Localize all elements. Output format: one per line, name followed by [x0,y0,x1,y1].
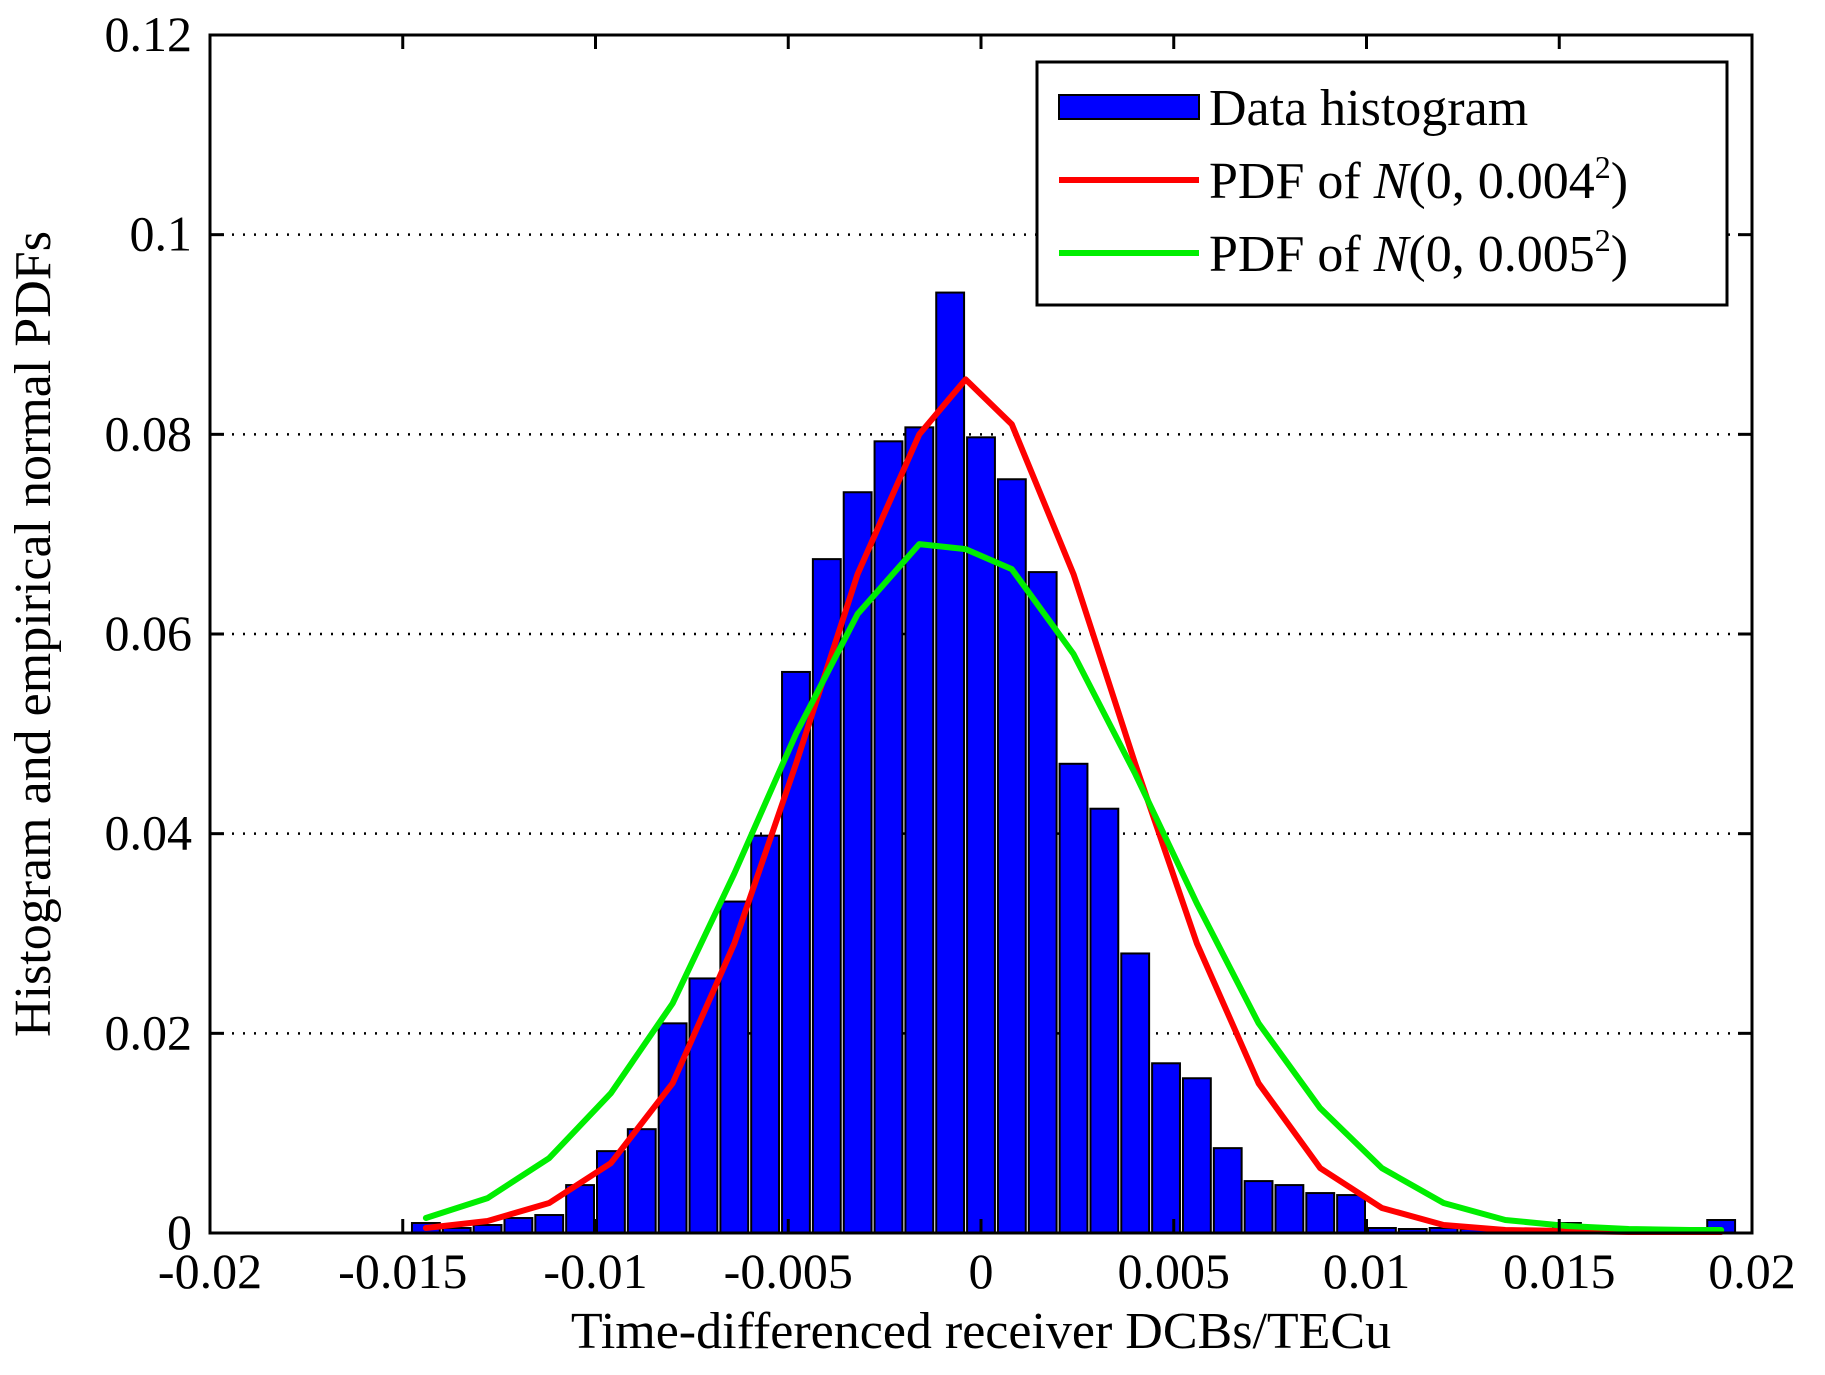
x-tick-label: 0.005 [1118,1243,1231,1299]
histogram-bar [966,436,996,1235]
legend-green-mid: (0, 0.005 [1408,226,1594,283]
histogram-bar [1212,1147,1243,1235]
pdf-curve-red [422,376,1725,1235]
legend-green-prefix: PDF of [1209,226,1374,283]
histogram-bar [1336,1194,1367,1235]
legend-red-mid: (0, 0.004 [1408,153,1594,210]
histogram-bar [1305,1192,1336,1234]
y-tick-label: 0.02 [105,1004,193,1060]
y-tick-label: 0.1 [130,206,193,262]
y-tick-label: 0.08 [105,405,193,461]
histogram-bar [873,440,904,1234]
x-tick-label: 0.015 [1503,1243,1616,1299]
x-tick-label: -0.02 [158,1243,262,1299]
x-axis-ticks: -0.02 -0.015 -0.01 -0.005 0 0.005 0.01 0.015 0.0… [158,35,1796,1299]
legend-red-label: PDF of N(0, 0.0042) [1209,149,1628,210]
y-tick-label: 0 [167,1204,192,1260]
histogram-bar [781,670,811,1234]
legend-red-prefix: PDF of [1209,153,1374,210]
y-tick-label: 0.04 [105,805,193,861]
legend-histogram-swatch [1058,94,1200,120]
histogram-bar [750,834,781,1234]
histogram-bar [719,900,750,1234]
legend-green-sup: 2 [1595,222,1611,258]
histogram-bar [1089,807,1120,1234]
x-tick-label: 0.01 [1323,1243,1411,1299]
pdf-curve-green [422,541,1725,1233]
legend-red-italic: N [1373,153,1412,210]
x-tick-label: 0.02 [1708,1243,1796,1299]
y-axis-label: Histogram and empirical normal PDFs [5,231,62,1037]
y-axis-ticks: 0 0.02 0.04 0.06 0.08 0.1 0.12 [105,6,1752,1260]
legend-green-italic: N [1373,226,1412,283]
histogram-bar [657,1022,688,1234]
histogram-bar [935,291,966,1234]
histogram-bar [904,426,935,1235]
legend-green-label: PDF of N(0, 0.0052) [1209,222,1628,283]
histogram-bar [1151,1062,1181,1234]
histogram-bar [1120,952,1151,1234]
histogram-bar [1027,571,1058,1234]
histogram-bar [534,1214,565,1235]
x-tick-label: -0.005 [724,1243,853,1299]
y-tick-label: 0.12 [105,6,193,62]
legend-red-suffix: ) [1611,153,1628,210]
x-tick-label: 0 [969,1243,994,1299]
y-tick-label: 0.06 [105,605,193,661]
histogram-bar [626,1128,657,1235]
histogram-bar [1181,1077,1212,1234]
x-tick-label: -0.015 [338,1243,467,1299]
x-axis-label: Time-differenced receiver DCBs/TECu [571,1303,1391,1360]
legend-red-sup: 2 [1595,149,1611,185]
histogram-bar [688,977,719,1234]
pdf-curves [422,376,1725,1235]
histogram-bar [503,1217,534,1235]
histogram-bar [1243,1180,1274,1235]
histogram-bar [1274,1184,1305,1234]
histogram-bar [996,478,1027,1234]
legend-green-suffix: ) [1611,226,1628,283]
legend-histogram-label: Data histogram [1209,80,1528,137]
histogram-bar [1058,762,1089,1234]
legend: Data histogram PDF of N(0, 0.0042) PDF o… [1035,60,1729,307]
x-tick-label: -0.01 [543,1243,647,1299]
